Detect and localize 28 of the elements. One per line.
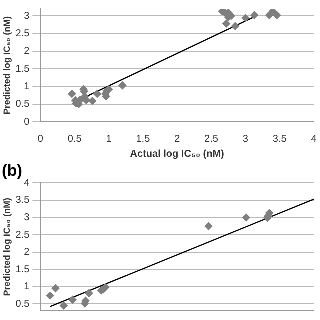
chart-title: (b) bbox=[2, 163, 22, 180]
y-tick-label: 3.5 bbox=[16, 195, 30, 206]
y-tick-label: 0.5 bbox=[16, 298, 30, 310]
x-tick-label: 3.5 bbox=[272, 134, 288, 145]
y-tick-label: 2 bbox=[24, 247, 30, 258]
x-tick-label: 2.5 bbox=[204, 134, 219, 145]
y-tick-label: 4 bbox=[24, 178, 30, 189]
x-tick-label: 4 bbox=[311, 134, 318, 145]
y-tick-label: 2.5 bbox=[16, 28, 30, 40]
y-tick-label: 2 bbox=[24, 46, 30, 58]
y-tick-label: 1.5 bbox=[16, 64, 30, 75]
x-tick-label: 1.5 bbox=[136, 134, 151, 145]
y-tick-label: 3 bbox=[24, 10, 30, 22]
x-tick-label: 0 bbox=[38, 134, 44, 145]
y-tick-label: 1.5 bbox=[16, 264, 30, 276]
y-tick-label: 0 bbox=[24, 116, 30, 128]
y-tick-label: 3 bbox=[24, 212, 30, 224]
y-axis-title: Predicted log IC₅₀ (nM) bbox=[2, 16, 12, 115]
x-tick-label: 0.5 bbox=[68, 134, 82, 145]
y-tick-label: 0.5 bbox=[16, 99, 30, 110]
y-axis-title: Predicted log IC₅₀ (nM) bbox=[2, 198, 12, 296]
x-tick-label: 2 bbox=[174, 134, 181, 145]
x-tick-label: 1 bbox=[106, 134, 112, 145]
y-tick-label: 1 bbox=[24, 81, 30, 92]
y-tick-label: 2.5 bbox=[16, 230, 30, 241]
x-axis-title: Actual log IC₅₀ (nM) bbox=[130, 148, 224, 160]
y-tick-label: 1 bbox=[24, 282, 30, 293]
x-tick-label: 3 bbox=[242, 134, 249, 145]
